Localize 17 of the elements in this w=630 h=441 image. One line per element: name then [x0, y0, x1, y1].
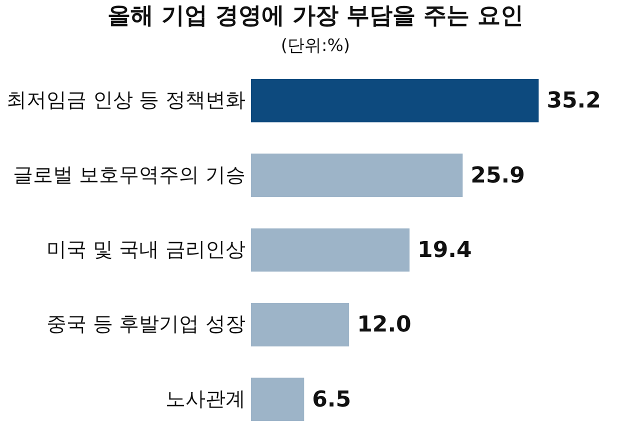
y-tick-label: 중국 등 후발기업 성장: [46, 312, 246, 336]
chart-subtitle: (단위:%): [280, 36, 350, 56]
bar: [251, 228, 410, 272]
y-tick-label: 미국 및 국내 금리인상: [46, 237, 246, 261]
y-tick-label: 노사관계: [166, 386, 246, 410]
chart-title: 올해 기업 경영에 가장 부담을 주는 요인: [107, 3, 524, 29]
data-label: 25.9: [470, 163, 525, 188]
data-label: 12.0: [357, 312, 412, 338]
y-tick-label: 최저임금 인상 등 정책변화: [6, 88, 246, 112]
data-label: 6.5: [312, 387, 352, 412]
data-label: 35.2: [546, 88, 601, 114]
y-tick-label: 글로벌 보호무역주의 기승: [12, 162, 246, 186]
bar: [251, 303, 350, 346]
bar: [251, 154, 463, 197]
bar: [251, 378, 304, 422]
bar: [251, 78, 539, 122]
data-label: 19.4: [418, 238, 472, 263]
